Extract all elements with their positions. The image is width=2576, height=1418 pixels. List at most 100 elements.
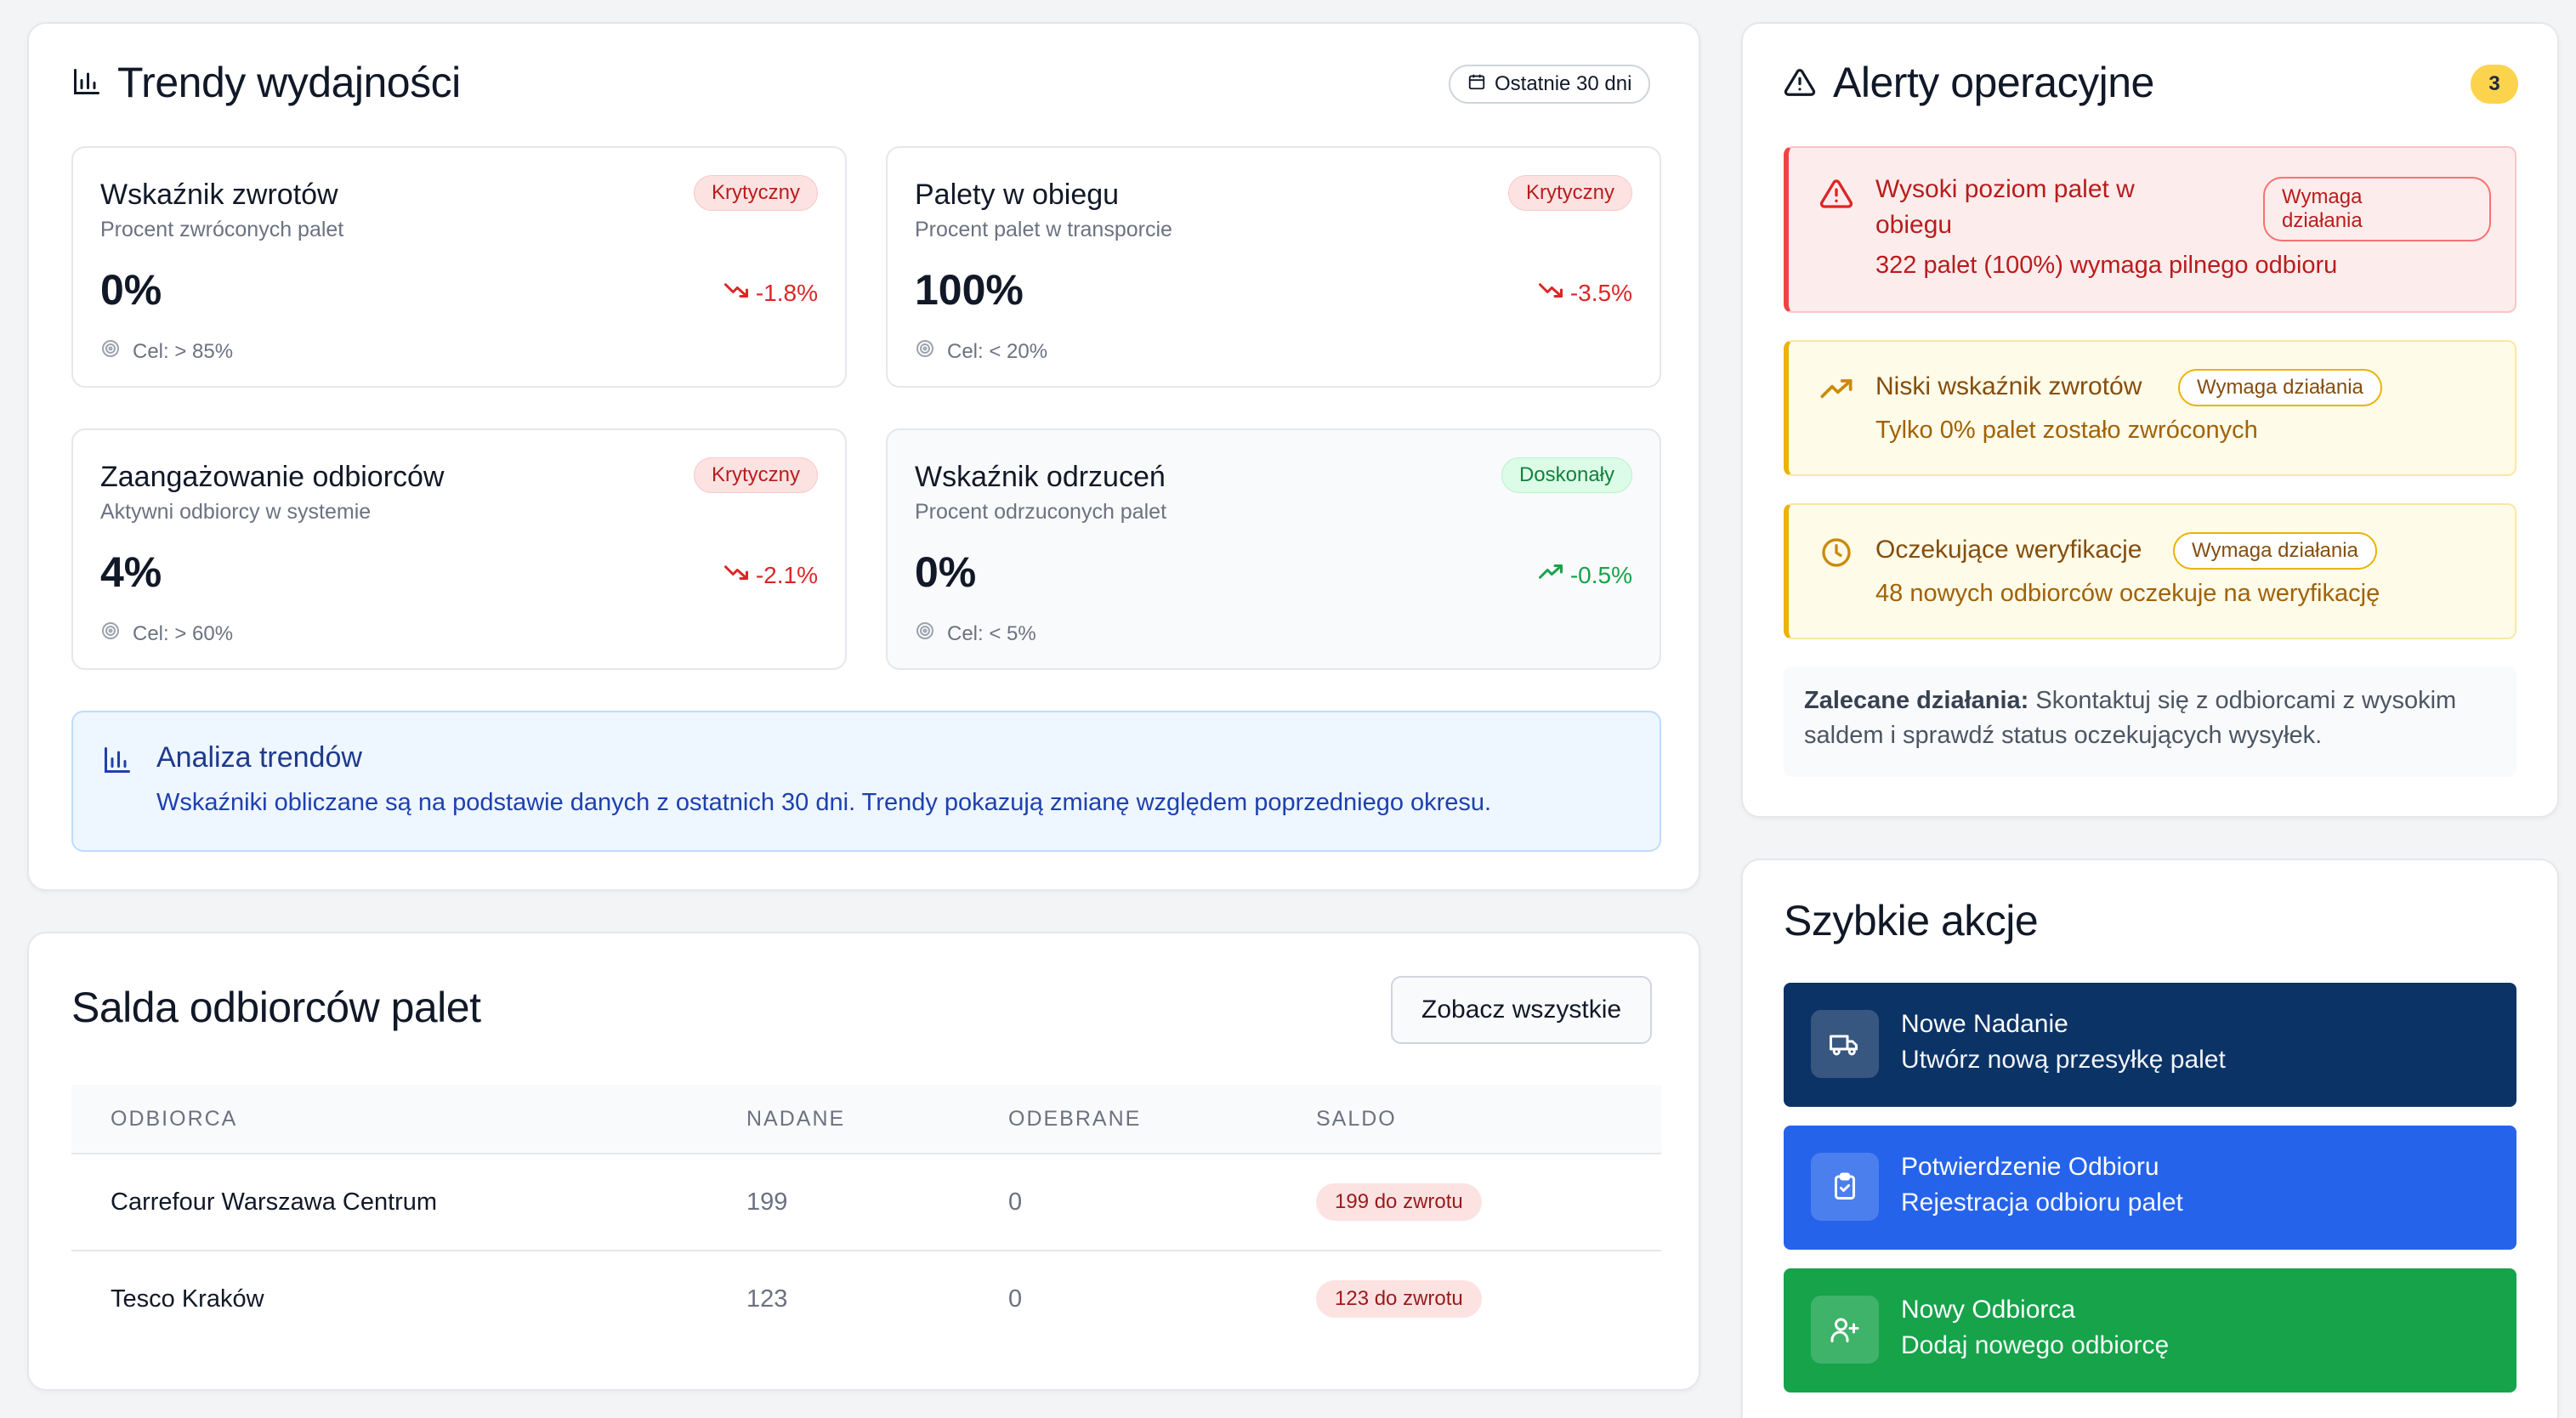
metric-card-rejection-rate: Wskaźnik odrzuceń Procent odrzuconych pa… [886, 428, 1661, 670]
target-icon [915, 338, 935, 365]
recipient-balances-card: Salda odbiorców palet Zobacz wszystkie O… [27, 932, 1700, 1391]
metric-target-label: Cel: < 20% [947, 339, 1048, 363]
column-header-sent[interactable]: NADANE [746, 1107, 846, 1131]
alert-low-return-rate[interactable]: Niski wskaźnik zwrotów Wymaga działania … [1784, 340, 2516, 476]
recipient-name: Tesco Kraków [111, 1285, 264, 1313]
alert-triangle-icon [1784, 66, 1816, 103]
action-required-badge: Wymaga działania [2173, 532, 2377, 570]
date-range-label: Ostatnie 30 dni [1495, 72, 1632, 95]
alert-title: Oczekujące weryfikacje [1875, 536, 2142, 564]
action-title: Nowy Odbiorca [1901, 1296, 2076, 1324]
confirm-receipt-button[interactable]: Potwierdzenie Odbioru Rejestracja odbior… [1784, 1126, 2516, 1250]
metric-card-recipient-engagement: Zaangażowanie odbiorców Aktywni odbiorcy… [71, 428, 847, 670]
trend-analysis-box: Analiza trendów Wskaźniki obliczane są n… [71, 711, 1661, 852]
metric-title: Wskaźnik odrzuceń [915, 461, 1166, 493]
table-header: ODBIORCA NADANE ODEBRANE SALDO [71, 1085, 1661, 1154]
recommendation-text: Zalecane działania: Skontaktuj się z odb… [1804, 683, 2535, 753]
metric-card-pallets-in-circulation: Palety w obiegu Procent palet w transpor… [886, 146, 1661, 388]
metric-trend: -0.5% [1538, 559, 1632, 591]
target-icon [100, 621, 121, 647]
calendar-icon [1467, 72, 1486, 97]
action-subtitle: Rejestracja odbioru palet [1901, 1188, 2183, 1217]
metric-subtitle: Procent zwróconych palet [100, 218, 344, 241]
alert-pending-verifications[interactable]: Oczekujące weryfikacje Wymaga działania … [1784, 503, 2516, 639]
action-title: Nowe Nadanie [1901, 1010, 2068, 1038]
sent-count: 123 [746, 1285, 788, 1313]
user-plus-icon [1811, 1296, 1879, 1364]
badge-line1: Wymaga [2282, 185, 2363, 208]
trending-up-icon [1819, 372, 1853, 411]
alert-description: 322 palet (100%) wymaga pilnego odbioru [1875, 252, 2338, 279]
action-subtitle: Utwórz nową przesyłkę palet [1901, 1046, 2226, 1074]
new-shipment-button[interactable]: Nowe Nadanie Utwórz nową przesyłkę palet [1784, 983, 2516, 1107]
metric-trend-value: -1.8% [755, 279, 818, 306]
recommendation-box: Zalecane działania: Skontaktuj się z odb… [1784, 666, 2516, 777]
metric-value: 0% [100, 266, 162, 314]
metric-title: Palety w obiegu [915, 179, 1120, 211]
action-required-badge: Wymaga działania [2263, 177, 2491, 241]
alert-high-circulation[interactable]: Wysoki poziom palet w obiegu Wymaga dzia… [1784, 146, 2516, 313]
recommendation-body: Skontaktuj się z odbiorcami z wysokim sa… [1804, 687, 2457, 749]
action-required-badge: Wymaga działania [2178, 369, 2382, 406]
metric-target: Cel: > 85% [100, 338, 233, 365]
analysis-title: Analiza trendów [156, 741, 362, 774]
metric-trend: -2.1% [723, 559, 818, 591]
metric-value: 0% [915, 548, 977, 596]
date-range-pill[interactable]: Ostatnie 30 dni [1449, 65, 1651, 104]
view-all-button[interactable]: Zobacz wszystkie [1391, 976, 1653, 1044]
alert-title-line1: Wysoki poziom palet w [1875, 175, 2135, 203]
metric-trend: -1.8% [723, 277, 818, 309]
metric-subtitle: Aktywni odbiorcy w systemie [100, 500, 372, 524]
status-badge: Doskonały [1501, 457, 1632, 493]
clock-icon [1819, 536, 1853, 574]
clipboard-check-icon [1811, 1153, 1879, 1221]
alert-description: Tylko 0% palet zostało zwróconych [1875, 417, 2258, 444]
trending-up-icon [1538, 559, 1563, 591]
status-badge: Krytyczny [693, 175, 818, 211]
status-badge: Krytyczny [1507, 175, 1632, 211]
table-row[interactable]: Carrefour Warszawa Centrum 199 0 199 do … [71, 1154, 1661, 1251]
status-badge: Krytyczny [693, 457, 818, 493]
metric-trend-value: -3.5% [1569, 279, 1632, 306]
sent-count: 199 [746, 1188, 788, 1216]
metric-target-label: Cel: < 5% [947, 621, 1036, 645]
metric-trend-value: -0.5% [1569, 561, 1632, 588]
metric-card-return-rate: Wskaźnik zwrotów Procent zwróconych pale… [71, 146, 847, 388]
alert-description: 48 nowych odbiorców oczekuje na weryfika… [1875, 580, 2380, 607]
column-header-recipient[interactable]: ODBIORCA [111, 1107, 238, 1131]
recommendation-label: Zalecane działania: [1804, 687, 2029, 714]
target-icon [100, 338, 121, 365]
table-row[interactable]: Tesco Kraków 123 0 123 do zwrotu [71, 1251, 1661, 1348]
metric-title: Wskaźnik zwrotów [100, 179, 338, 211]
truck-icon [1811, 1010, 1879, 1078]
badge-line2: działania [2282, 209, 2363, 232]
section-title: Trendy wydajności [117, 59, 461, 106]
new-recipient-button[interactable]: Nowy Odbiorca Dodaj nowego odbiorcę [1784, 1268, 2516, 1392]
column-header-received[interactable]: ODEBRANE [1008, 1107, 1142, 1131]
metric-trend: -3.5% [1538, 277, 1632, 309]
balance-badge: 199 do zwrotu [1316, 1183, 1482, 1221]
performance-trends-card: Trendy wydajności Ostatnie 30 dni Wskaźn… [27, 22, 1700, 891]
column-header-balance[interactable]: SALDO [1316, 1107, 1397, 1131]
section-title: Alerty operacyjne [1833, 59, 2154, 106]
metric-target: Cel: > 60% [100, 621, 233, 647]
metric-target-label: Cel: > 60% [133, 621, 234, 645]
alert-count-badge: 3 [2471, 65, 2518, 104]
metric-target: Cel: < 5% [915, 621, 1036, 647]
trending-down-icon [723, 277, 749, 309]
balance-badge: 123 do zwrotu [1316, 1280, 1482, 1318]
bar-chart-icon [102, 745, 133, 780]
metric-target: Cel: < 20% [915, 338, 1047, 365]
alert-title-line2: obiegu [1875, 211, 1953, 239]
metric-subtitle: Procent palet w transporcie [915, 218, 1172, 241]
alert-triangle-icon [1819, 177, 1853, 215]
metric-subtitle: Procent odrzuconych palet [915, 500, 1167, 524]
metric-value: 100% [915, 266, 1024, 314]
metric-title: Zaangażowanie odbiorców [100, 461, 445, 493]
trending-down-icon [723, 559, 749, 591]
metric-trend-value: -2.1% [755, 561, 818, 588]
section-title: Szybkie akcje [1784, 897, 2039, 944]
analysis-text: Wskaźniki obliczane są na podstawie dany… [156, 789, 1492, 816]
bar-chart-icon [71, 66, 102, 101]
trending-down-icon [1538, 277, 1563, 309]
